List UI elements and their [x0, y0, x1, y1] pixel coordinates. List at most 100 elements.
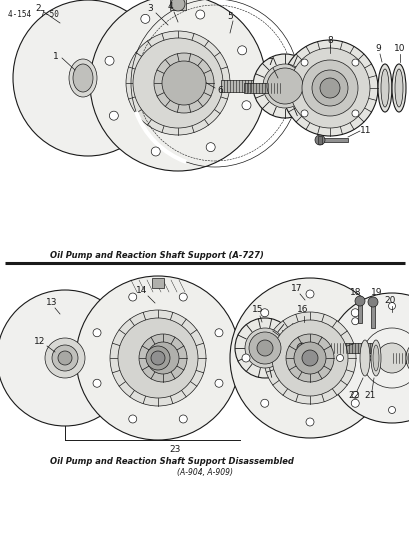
Text: 10: 10: [393, 44, 405, 52]
Circle shape: [214, 379, 222, 387]
Text: 14: 14: [136, 286, 147, 295]
Ellipse shape: [13, 0, 163, 156]
Circle shape: [275, 322, 327, 374]
Circle shape: [147, 342, 179, 374]
Circle shape: [128, 293, 137, 301]
Bar: [220, 80, 252, 92]
Circle shape: [118, 318, 198, 398]
Text: 12: 12: [34, 337, 45, 346]
Ellipse shape: [359, 340, 369, 376]
Ellipse shape: [73, 64, 93, 92]
Circle shape: [248, 332, 280, 364]
Circle shape: [367, 297, 377, 307]
Circle shape: [314, 135, 324, 145]
Circle shape: [140, 14, 149, 23]
Circle shape: [354, 296, 364, 306]
Circle shape: [0, 290, 133, 426]
Circle shape: [293, 342, 325, 374]
Circle shape: [301, 60, 357, 116]
Circle shape: [388, 407, 395, 414]
Circle shape: [388, 303, 395, 310]
Circle shape: [76, 276, 239, 440]
Text: 13: 13: [46, 297, 58, 306]
Circle shape: [305, 290, 313, 298]
Circle shape: [151, 147, 160, 156]
Circle shape: [256, 340, 272, 356]
Ellipse shape: [372, 345, 378, 371]
Circle shape: [311, 70, 347, 106]
Circle shape: [326, 293, 409, 423]
Text: Oil Pump and Reaction Shaft Support (A-727): Oil Pump and Reaction Shaft Support (A-7…: [50, 251, 263, 260]
Circle shape: [405, 338, 409, 378]
Ellipse shape: [394, 69, 402, 107]
Circle shape: [260, 399, 268, 407]
Circle shape: [351, 318, 358, 325]
Text: 8: 8: [326, 36, 332, 44]
Circle shape: [369, 354, 377, 362]
Text: 1: 1: [53, 52, 59, 61]
Bar: [319, 138, 347, 142]
Circle shape: [139, 334, 187, 382]
Circle shape: [133, 38, 222, 128]
Text: 19: 19: [370, 287, 382, 296]
Text: 11: 11: [360, 125, 371, 134]
Circle shape: [262, 64, 306, 108]
Circle shape: [351, 59, 358, 66]
Text: 23: 23: [169, 446, 180, 455]
Circle shape: [146, 346, 170, 370]
Circle shape: [266, 68, 302, 104]
Text: Oil Pump and Reaction Shaft Support Disassembled: Oil Pump and Reaction Shaft Support Disa…: [50, 456, 293, 465]
Circle shape: [93, 329, 101, 337]
Circle shape: [283, 330, 319, 366]
Ellipse shape: [69, 59, 97, 97]
Text: 20: 20: [383, 295, 395, 304]
Circle shape: [229, 278, 389, 438]
Circle shape: [263, 312, 355, 404]
Text: 17: 17: [290, 284, 302, 293]
Circle shape: [300, 110, 307, 117]
Circle shape: [214, 329, 222, 337]
Circle shape: [90, 0, 265, 171]
Circle shape: [110, 310, 205, 406]
Circle shape: [154, 53, 213, 113]
Text: (A-904, A-909): (A-904, A-909): [177, 469, 232, 478]
Circle shape: [241, 101, 250, 110]
Circle shape: [300, 59, 307, 66]
Circle shape: [195, 10, 204, 19]
Bar: [370, 302, 374, 328]
Circle shape: [289, 48, 369, 128]
Circle shape: [351, 110, 358, 117]
Text: 4: 4: [167, 2, 172, 11]
Circle shape: [206, 143, 215, 152]
Text: 18: 18: [349, 287, 361, 296]
Circle shape: [109, 111, 118, 120]
Circle shape: [58, 351, 72, 365]
Circle shape: [162, 61, 205, 105]
Circle shape: [179, 293, 187, 301]
Text: 9: 9: [374, 44, 380, 52]
Circle shape: [291, 338, 311, 358]
Circle shape: [351, 309, 358, 317]
Circle shape: [128, 415, 137, 423]
Circle shape: [260, 309, 268, 317]
Circle shape: [126, 31, 229, 135]
Bar: [170, 0, 186, 10]
Circle shape: [105, 56, 114, 65]
Circle shape: [45, 338, 85, 378]
Ellipse shape: [377, 64, 391, 112]
Circle shape: [351, 391, 358, 398]
Text: 22: 22: [348, 392, 359, 400]
Bar: [329, 343, 371, 353]
Circle shape: [319, 78, 339, 98]
Circle shape: [301, 350, 317, 366]
Circle shape: [296, 343, 306, 353]
Circle shape: [252, 54, 316, 118]
Ellipse shape: [370, 340, 380, 376]
Text: 3: 3: [147, 4, 153, 12]
Text: 16: 16: [297, 305, 308, 314]
Circle shape: [237, 46, 246, 55]
Circle shape: [234, 318, 294, 378]
Circle shape: [245, 328, 284, 368]
Circle shape: [271, 320, 347, 396]
Bar: [357, 301, 361, 323]
